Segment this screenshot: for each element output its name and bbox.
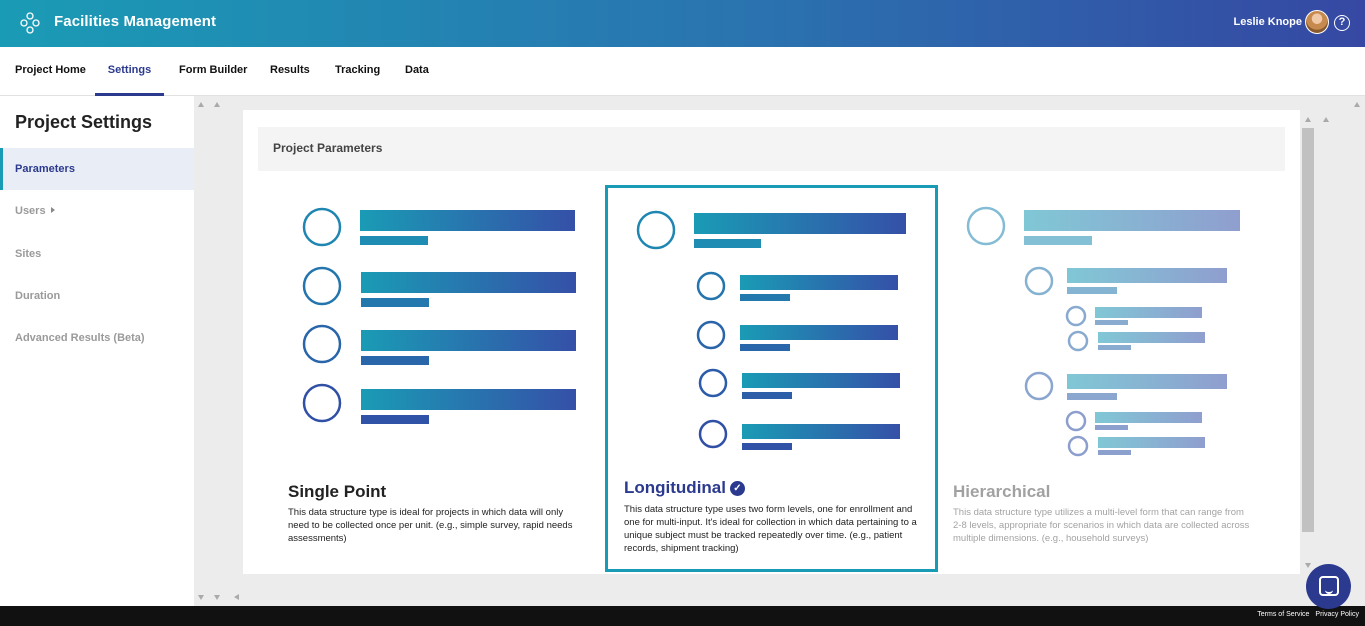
scroll-up-arrow-icon[interactable] [1323, 117, 1329, 122]
tab-settings[interactable]: Settings [95, 47, 164, 96]
footer-links: Terms of Service Privacy Policy [1251, 611, 1359, 618]
sidebar-item-label: Users [15, 205, 46, 217]
sidebar-item-label: Advanced Results (Beta) [15, 332, 145, 344]
scroll-down-arrow-icon[interactable] [214, 595, 220, 600]
single-point-illustration [302, 207, 576, 424]
sidebar: Project Settings Parameters Users Sites … [0, 96, 194, 606]
tab-form-builder[interactable]: Form Builder [179, 64, 248, 76]
app-title: Facilities Management [54, 13, 217, 30]
chat-icon [1319, 576, 1339, 596]
sidebar-item-advanced-results[interactable]: Advanced Results (Beta) [0, 317, 194, 359]
sidebar-item-sites[interactable]: Sites [0, 233, 194, 275]
sidebar-item-duration[interactable]: Duration [0, 275, 194, 317]
option-description: This data structure type is ideal for pr… [288, 507, 573, 544]
help-icon[interactable]: ? [1334, 15, 1350, 31]
longitudinal-illustration [636, 210, 906, 450]
hierarchical-illustration [966, 206, 1240, 457]
tab-project-home[interactable]: Project Home [15, 64, 86, 76]
option-title-row: Longitudinal ✓ [624, 478, 745, 498]
scroll-up-arrow-icon[interactable] [1354, 102, 1360, 107]
option-description: This data structure type utilizes a mult… [953, 507, 1250, 544]
sidebar-item-label: Sites [15, 248, 42, 260]
privacy-link[interactable]: Privacy Policy [1315, 611, 1359, 618]
caret-right-icon [50, 207, 55, 213]
section-header: Project Parameters [258, 127, 1285, 171]
option-title: Hierarchical [953, 482, 1051, 501]
avatar[interactable] [1305, 10, 1329, 34]
top-bar: Facilities Management Leslie Knope ? [0, 0, 1365, 47]
scroll-down-arrow-icon[interactable] [198, 595, 204, 600]
option-description: This data structure type uses two form l… [624, 504, 917, 554]
sidebar-title: Project Settings [15, 112, 153, 132]
section-title: Project Parameters [273, 141, 383, 155]
scroll-up-arrow-icon[interactable] [198, 102, 204, 107]
tab-results[interactable]: Results [270, 64, 310, 76]
check-circle-icon: ✓ [729, 481, 745, 496]
option-single-point[interactable]: Single Point This data structure type is… [258, 186, 603, 573]
tab-data[interactable]: Data [405, 64, 429, 76]
network-logo-icon[interactable] [20, 12, 40, 34]
scroll-down-arrow-icon[interactable] [1305, 563, 1311, 568]
option-hierarchical[interactable]: Hierarchical This data structure type ut… [940, 186, 1285, 573]
nav-tabs: Project Home Settings Form Builder Resul… [0, 47, 1365, 96]
option-title: Single Point [288, 482, 387, 501]
sidebar-item-users[interactable]: Users [0, 190, 194, 232]
tab-tracking[interactable]: Tracking [335, 64, 381, 76]
project-parameters-card: Project Parameters Single P [243, 110, 1300, 574]
terms-link[interactable]: Terms of Service [1257, 611, 1310, 618]
footer: Terms of Service Privacy Policy [0, 606, 1365, 626]
option-title: Longitudinal [624, 478, 726, 497]
vertical-scrollbar[interactable] [1302, 128, 1314, 532]
sidebar-item-label: Parameters [15, 163, 75, 175]
option-longitudinal[interactable]: Longitudinal ✓ This data structure type u… [605, 185, 938, 572]
scroll-up-arrow-icon[interactable] [214, 102, 220, 107]
scroll-up-arrow-icon[interactable] [1305, 117, 1311, 122]
scroll-left-arrow-icon[interactable] [234, 594, 239, 600]
chat-button[interactable] [1306, 564, 1351, 609]
sidebar-item-parameters[interactable]: Parameters [0, 148, 194, 190]
user-name[interactable]: Leslie Knope [1233, 16, 1302, 28]
sidebar-item-label: Duration [15, 290, 61, 302]
